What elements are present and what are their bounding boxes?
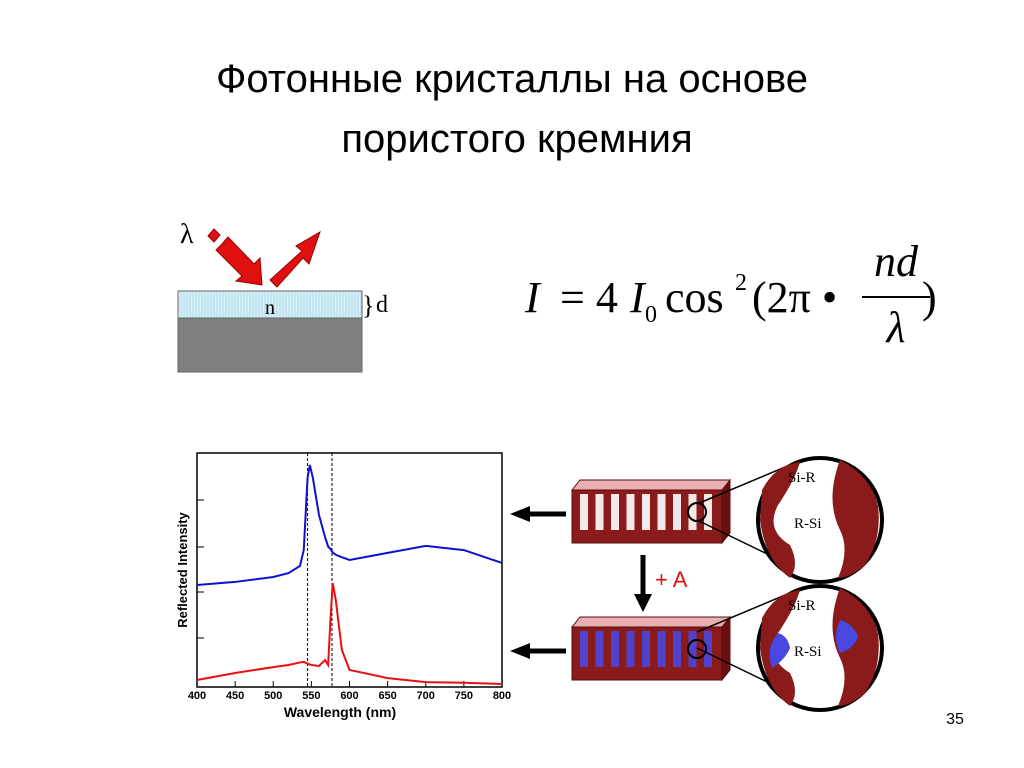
- x-tick-label: 500: [264, 690, 282, 702]
- pore: [657, 494, 666, 530]
- title-line: Фотонные кристаллы на основе: [216, 57, 808, 101]
- pore-wall: [832, 460, 879, 578]
- pore: [704, 494, 712, 530]
- pore: [673, 494, 681, 530]
- zoom-spot: [687, 502, 707, 522]
- pore: [595, 631, 604, 667]
- pore: [673, 631, 681, 667]
- pore: [657, 631, 666, 667]
- pore: [688, 494, 697, 530]
- plot-frame: [196, 452, 503, 688]
- formula-part: I: [524, 273, 542, 322]
- pore: [611, 631, 619, 667]
- thickness-label: d: [376, 292, 388, 318]
- group-label: Si-R: [788, 598, 816, 614]
- pore: [611, 494, 619, 530]
- pore: [626, 631, 635, 667]
- x-tick-label: 400: [188, 690, 206, 702]
- x-axis-label: Wavelength (nm): [284, 704, 396, 720]
- formula-part: = 4: [560, 273, 618, 322]
- formula-part: nd: [874, 237, 919, 286]
- x-tick-label: 600: [340, 690, 358, 702]
- pore: [580, 631, 588, 667]
- index-label: n: [265, 297, 275, 319]
- block-side: [721, 615, 731, 682]
- formula-part: 0: [645, 302, 657, 328]
- adsorbate: [836, 620, 858, 653]
- zoom-line: [696, 464, 791, 505]
- spectrum-line: [196, 582, 503, 685]
- x-tick-label: 700: [417, 690, 435, 702]
- x-tick-label: 550: [302, 690, 320, 702]
- group-label: R-Si: [794, 516, 822, 532]
- reflected-arrow: [269, 230, 321, 288]
- reagent-label: + A: [655, 567, 688, 592]
- pore: [704, 631, 712, 667]
- wavelength-label: λ: [180, 219, 194, 250]
- pore: [595, 494, 604, 530]
- group-label: R-Si: [794, 644, 822, 660]
- arrows: [510, 506, 652, 659]
- pore-wall: [832, 588, 879, 706]
- pore: [688, 631, 697, 667]
- formula-part: (2π •: [752, 273, 837, 322]
- incident-arrow: [207, 228, 263, 286]
- porous-layer: [177, 290, 363, 319]
- pore: [626, 494, 635, 530]
- brace: }: [362, 291, 374, 320]
- y-tick-marks: [197, 499, 204, 639]
- adsorbate: [769, 633, 790, 668]
- formula-part: 2: [735, 270, 747, 296]
- block-top: [570, 616, 732, 628]
- x-tick-label: 800: [493, 690, 511, 702]
- pore-wall: [760, 462, 800, 578]
- x-tick-label: 650: [378, 690, 396, 702]
- formula-part: λ: [884, 303, 905, 352]
- spectrum-chart: Reflected Intensity Wavelength (nm) 400 4…: [175, 452, 511, 720]
- title-line: пористого кремния: [341, 117, 692, 161]
- group-label: Si-R: [788, 470, 816, 486]
- schematic: + A Si-R R-Si Si-R R-Si: [510, 456, 884, 712]
- pore: [580, 494, 588, 530]
- pore: [642, 494, 650, 530]
- page-number: 35: [946, 711, 964, 728]
- block-top: [570, 479, 732, 491]
- x-tick-label: 750: [455, 690, 473, 702]
- spectrum-line: [196, 464, 503, 586]
- x-tick-label: 450: [226, 690, 244, 702]
- zoom-spot: [687, 639, 707, 659]
- zoom-line: [696, 592, 791, 633]
- formula-part: ): [922, 273, 937, 322]
- formula-part: cos: [665, 273, 724, 322]
- pore: [642, 631, 650, 667]
- layer-diagram: n } d λ: [177, 219, 388, 373]
- substrate: [177, 317, 363, 373]
- formula-part: I: [629, 273, 647, 322]
- pore-wall: [760, 590, 800, 706]
- y-axis-label: Reflected Intensity: [175, 511, 190, 627]
- formula: I = 4 I 0 cos 2 (2π • nd λ ): [524, 237, 937, 352]
